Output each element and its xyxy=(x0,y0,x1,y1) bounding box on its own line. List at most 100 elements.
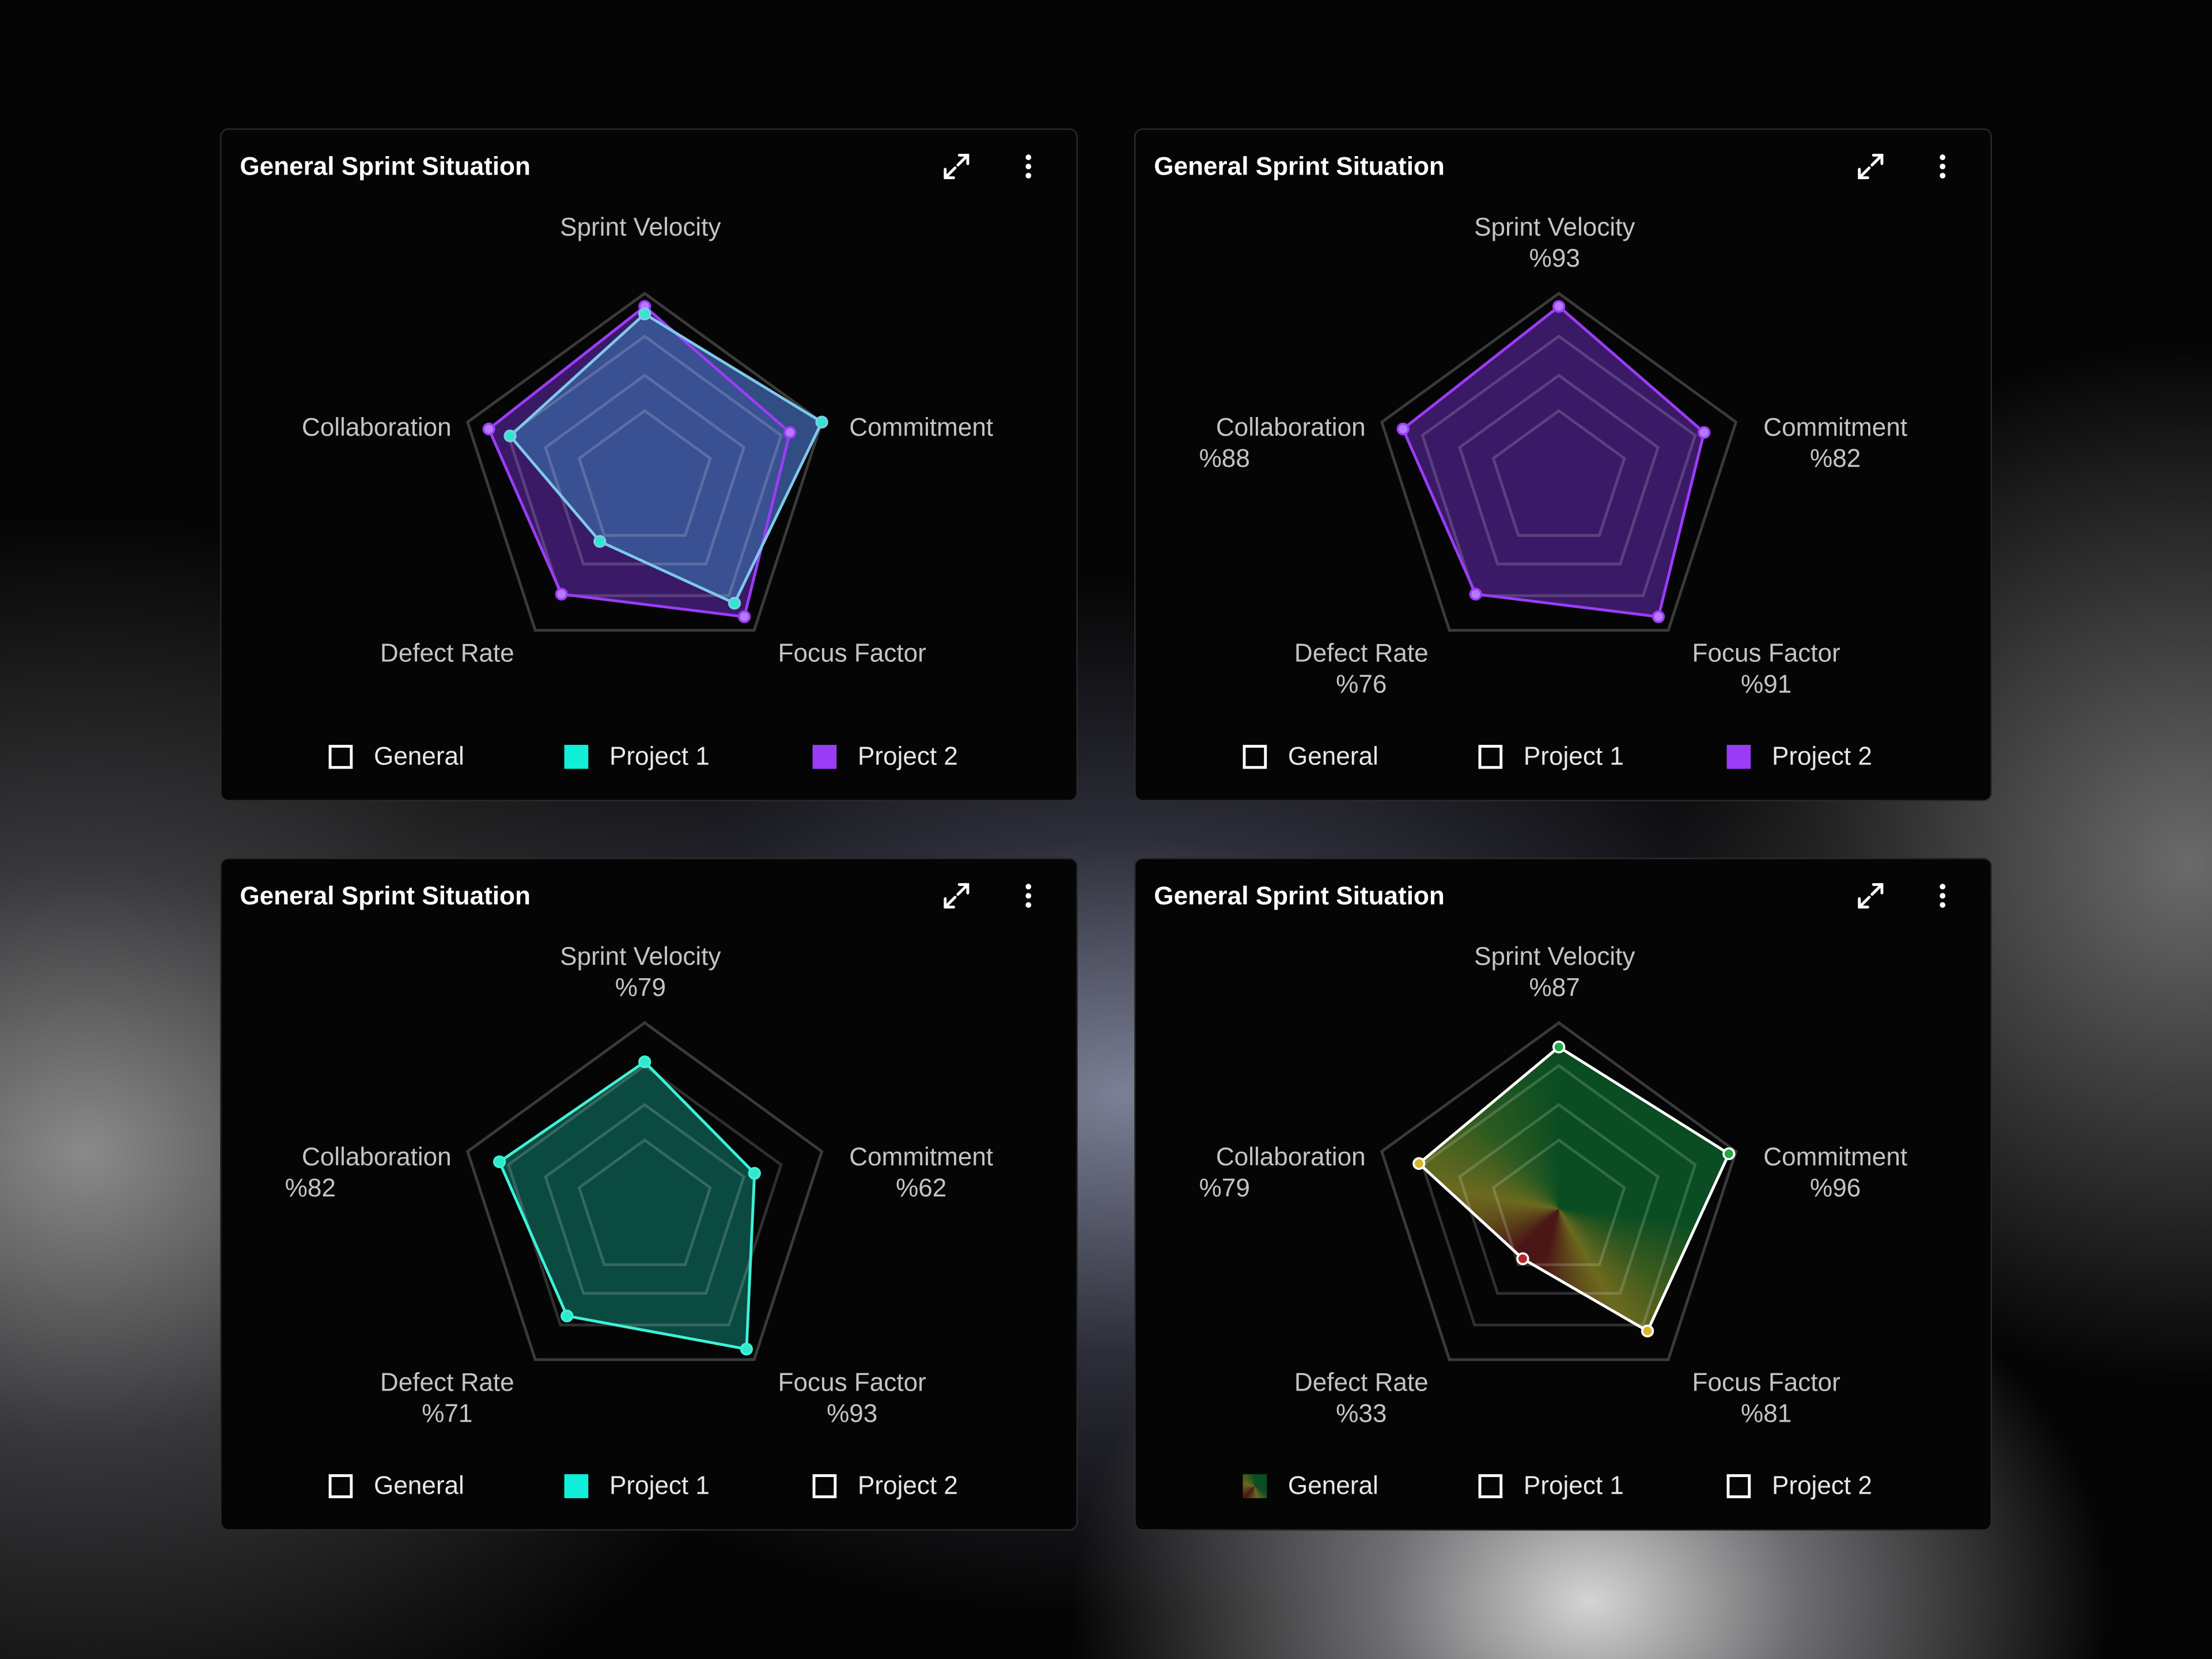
radar-grid-ring xyxy=(1491,1138,1626,1267)
axis-label: Commitment xyxy=(849,412,993,443)
axis-value: %96 xyxy=(1810,1173,1861,1202)
radar-grid-ring xyxy=(1421,334,1697,597)
legend-item-project-2[interactable]: Project 2 xyxy=(1726,742,1872,771)
data-point[interactable] xyxy=(737,610,751,623)
axis-name: Commitment xyxy=(849,413,994,442)
data-point[interactable] xyxy=(740,1342,753,1356)
axis-value: %91 xyxy=(1741,670,1792,699)
legend-item-project-1[interactable]: Project 1 xyxy=(1478,1471,1624,1501)
axis-label: Sprint Velocity %79 xyxy=(499,941,782,1003)
legend-item-general[interactable]: General xyxy=(328,1471,464,1501)
axis-name: Focus Factor xyxy=(778,639,926,668)
data-point[interactable] xyxy=(638,307,652,321)
data-point[interactable] xyxy=(555,588,568,601)
axis-name: Collaboration xyxy=(1215,1142,1366,1171)
legend-label: Project 1 xyxy=(609,742,710,771)
data-point[interactable] xyxy=(482,422,495,435)
expand-arrows-icon[interactable] xyxy=(940,150,974,184)
legend-checkbox[interactable] xyxy=(564,745,589,769)
data-point[interactable] xyxy=(1698,426,1711,439)
legend-checkbox[interactable] xyxy=(812,745,837,769)
legend-label: Project 1 xyxy=(1523,742,1624,771)
legend-checkbox[interactable] xyxy=(1243,745,1267,769)
legend-item-project-1[interactable]: Project 1 xyxy=(564,742,710,771)
legend-checkbox[interactable] xyxy=(812,1474,837,1498)
data-point[interactable] xyxy=(1552,1040,1566,1054)
card-title: General Sprint Situation xyxy=(240,881,531,910)
axis-value: %82 xyxy=(1810,444,1861,473)
data-point[interactable] xyxy=(1722,1147,1736,1161)
axis-label: Focus Factor %81 xyxy=(1625,1367,1907,1429)
more-vertical-icon[interactable] xyxy=(1926,150,1960,184)
legend-checkbox[interactable] xyxy=(1243,1474,1267,1498)
axis-value: %93 xyxy=(1529,244,1580,272)
series-line xyxy=(498,1060,756,1351)
axis-label: Commitment %82 xyxy=(1763,412,1907,474)
legend-checkbox[interactable] xyxy=(1726,1474,1751,1498)
data-point[interactable] xyxy=(638,1055,652,1069)
axis-label: Sprint Velocity %93 xyxy=(1414,211,1696,274)
data-point[interactable] xyxy=(728,596,741,610)
data-point[interactable] xyxy=(748,1166,761,1180)
data-point[interactable] xyxy=(1641,1324,1654,1338)
legend: General Project 1 Project 2 xyxy=(221,1471,1079,1505)
data-point[interactable] xyxy=(1652,610,1665,623)
axis-name: Commitment xyxy=(1763,1142,1908,1171)
series-line xyxy=(508,312,824,605)
legend-item-project-1[interactable]: Project 1 xyxy=(564,1471,710,1501)
axis-name: Sprint Velocity xyxy=(560,213,721,241)
data-point[interactable] xyxy=(815,415,828,429)
legend-checkbox[interactable] xyxy=(1478,1474,1503,1498)
expand-arrows-icon[interactable] xyxy=(940,879,974,913)
legend-checkbox[interactable] xyxy=(1726,745,1751,769)
legend-item-project-2[interactable]: Project 2 xyxy=(812,1471,958,1501)
data-point[interactable] xyxy=(1516,1252,1529,1266)
axis-label: Collaboration xyxy=(169,412,452,443)
sprint-radar-card: General Sprint Situation Sprint Velocity… xyxy=(1134,128,1992,802)
data-point[interactable] xyxy=(560,1309,574,1323)
sprint-radar-card: General Sprint Situation Sprint Velocity… xyxy=(1134,857,1992,1531)
legend-item-general[interactable]: General xyxy=(1243,742,1378,771)
axis-value: %87 xyxy=(1529,973,1580,1002)
legend-checkbox[interactable] xyxy=(1478,745,1503,769)
legend-checkbox[interactable] xyxy=(564,1474,589,1498)
axis-value: %88 xyxy=(1199,444,1250,473)
data-point[interactable] xyxy=(1412,1157,1426,1171)
axis-name: Sprint Velocity xyxy=(560,942,721,971)
legend-checkbox[interactable] xyxy=(328,745,353,769)
legend-item-project-2[interactable]: Project 2 xyxy=(1726,1471,1872,1501)
legend-item-general[interactable]: General xyxy=(1243,1471,1378,1501)
legend-item-project-1[interactable]: Project 1 xyxy=(1478,742,1624,771)
radar-grid-ring xyxy=(506,334,783,597)
axis-label: Defect Rate %71 xyxy=(306,1367,588,1429)
card-title: General Sprint Situation xyxy=(240,152,531,181)
legend-checkbox[interactable] xyxy=(328,1474,353,1498)
data-point[interactable] xyxy=(593,535,607,548)
axis-label: Sprint Velocity xyxy=(499,211,782,243)
data-point[interactable] xyxy=(493,1155,506,1169)
axis-label: Collaboration %79 xyxy=(1084,1141,1366,1203)
more-vertical-icon[interactable] xyxy=(1012,150,1046,184)
data-point[interactable] xyxy=(1396,422,1410,435)
expand-arrows-icon[interactable] xyxy=(1854,150,1888,184)
axis-value: %71 xyxy=(422,1399,473,1428)
data-point[interactable] xyxy=(1552,300,1566,313)
axis-label: Focus Factor %93 xyxy=(711,1367,993,1429)
axis-value: %93 xyxy=(827,1399,878,1428)
legend-item-project-2[interactable]: Project 2 xyxy=(812,742,958,771)
radar-grid-ring xyxy=(577,409,712,537)
data-point[interactable] xyxy=(1469,588,1482,601)
axis-label: Commitment %96 xyxy=(1763,1141,1907,1203)
legend-item-general[interactable]: General xyxy=(328,742,464,771)
data-point[interactable] xyxy=(783,426,797,439)
more-vertical-icon[interactable] xyxy=(1926,879,1960,913)
radar-grid-ring xyxy=(1458,373,1660,566)
axis-name: Focus Factor xyxy=(778,1368,926,1397)
data-point[interactable] xyxy=(503,429,517,442)
radar-grid-outer xyxy=(465,291,824,632)
more-vertical-icon[interactable] xyxy=(1012,879,1046,913)
expand-arrows-icon[interactable] xyxy=(1854,879,1888,913)
series-line xyxy=(1416,1045,1731,1334)
axis-label: Commitment %62 xyxy=(849,1141,993,1203)
